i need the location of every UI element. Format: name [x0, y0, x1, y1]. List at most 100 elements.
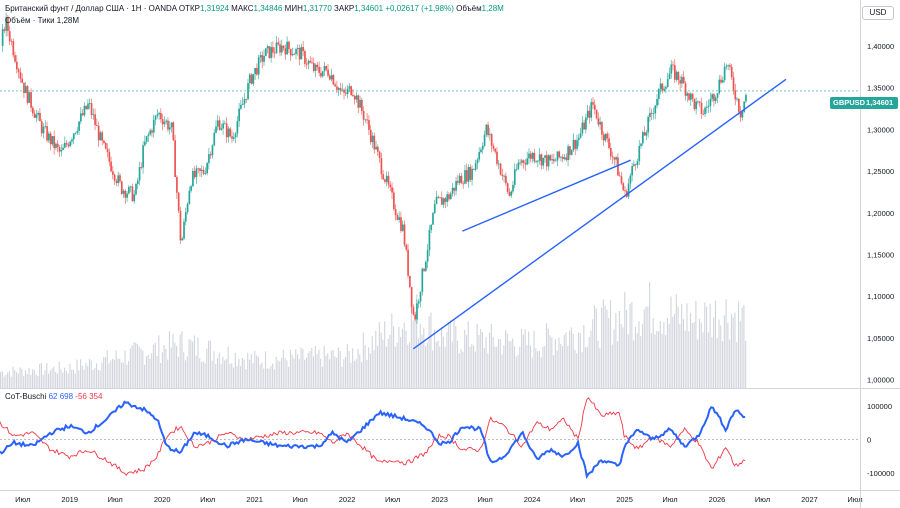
candle-body [72, 133, 75, 140]
candle-body [716, 93, 719, 98]
candle-body [521, 160, 523, 163]
currency-button[interactable]: USD [862, 6, 894, 20]
candle-body [357, 95, 360, 108]
volume-bar [0, 372, 2, 388]
volume-bar [129, 348, 131, 388]
candle-body [565, 157, 568, 161]
volume-bar [87, 365, 89, 388]
volume-bar [307, 353, 309, 388]
candle-body [657, 89, 660, 99]
candle-body [613, 157, 616, 160]
candle-body [240, 104, 242, 109]
time-tick-label: Июл [200, 495, 215, 504]
pane-divider[interactable] [0, 388, 900, 389]
candle-body [602, 134, 605, 141]
candle-body [26, 86, 29, 103]
volume-bar [312, 356, 315, 388]
candle-body [649, 112, 651, 118]
candle-body [94, 114, 96, 126]
candle-body [199, 168, 201, 172]
candle-body [186, 203, 189, 213]
volume-bar [378, 322, 380, 388]
candle-body [618, 175, 621, 177]
volume-bar [581, 352, 583, 388]
volume-bar [55, 371, 57, 388]
volume-bar [512, 338, 514, 388]
candle-body [368, 120, 370, 130]
volume-bar [576, 353, 578, 388]
candle-body [444, 198, 447, 202]
candle-body [471, 168, 473, 180]
candle-body [179, 210, 182, 241]
candle-body [401, 224, 404, 231]
indicator-legend[interactable]: CoT-Buschi 62 698 -56 354 [5, 392, 102, 401]
open-label: ОТКР [178, 4, 200, 13]
trendlines [412, 78, 787, 350]
volume-bar [455, 325, 457, 388]
volume-bar [74, 373, 76, 388]
volume-legend[interactable]: Объём · Тики 1,28M [5, 16, 80, 25]
candle-body [202, 169, 205, 174]
volume-bar [583, 324, 585, 388]
volume-bar [485, 336, 487, 388]
volume-bar [412, 320, 414, 388]
volume-bar [515, 356, 517, 388]
candle-body [17, 69, 20, 73]
symbol-title[interactable]: Британский фунт / Доллар США · 1Н · OAND… [5, 4, 177, 13]
candle-body [172, 122, 175, 141]
candle-body [328, 75, 331, 80]
candle-body [154, 115, 157, 120]
candle-body [229, 128, 232, 137]
candle-body [131, 186, 134, 202]
candle-body [524, 162, 527, 165]
volume-bar [693, 322, 695, 388]
candle-body [101, 132, 104, 141]
volume-bar [698, 318, 700, 388]
trendline[interactable] [462, 159, 631, 232]
volume-bar [154, 342, 156, 388]
candle-body [158, 112, 160, 115]
time-tick-label: 2019 [61, 495, 78, 504]
close-label: ЗАКР [334, 4, 355, 13]
volume-bar [3, 376, 5, 388]
trendline[interactable] [412, 78, 787, 350]
volume-bar [304, 359, 306, 388]
volume-bar [300, 347, 302, 388]
volume-bar [588, 337, 590, 388]
candle-body [442, 198, 445, 205]
volume-bar [586, 347, 588, 388]
candle-body [636, 161, 639, 166]
volume-bar [670, 296, 672, 388]
candle-body [117, 175, 120, 184]
volume-bar [419, 323, 421, 388]
time-tick-label: Июл [570, 495, 585, 504]
volume-bar [101, 362, 103, 388]
cot-blue-line [0, 400, 746, 480]
candle-body [405, 244, 408, 250]
volume-bar [730, 314, 732, 388]
volume-bar [152, 344, 155, 388]
candle-body [745, 94, 747, 102]
volume-bar [492, 336, 494, 388]
volume-bar [572, 333, 574, 388]
volume-bar [441, 327, 443, 388]
candle-body [312, 62, 315, 71]
volume-bar [140, 348, 142, 388]
volume-bar [369, 353, 371, 388]
volume-bar [81, 365, 83, 388]
candle-body [473, 168, 475, 170]
volume-bar [663, 321, 665, 388]
candle-body [10, 41, 13, 43]
volume-bar [549, 335, 551, 388]
candle-body [512, 184, 514, 192]
candle-body [714, 97, 717, 101]
volume-bar [707, 332, 709, 388]
volume-bar [567, 346, 569, 388]
candle-body [62, 147, 64, 150]
candle-body [439, 197, 441, 199]
candle-body [713, 94, 715, 101]
candle-body [663, 88, 666, 91]
candle-body [225, 123, 228, 138]
volume-bar [320, 358, 322, 388]
